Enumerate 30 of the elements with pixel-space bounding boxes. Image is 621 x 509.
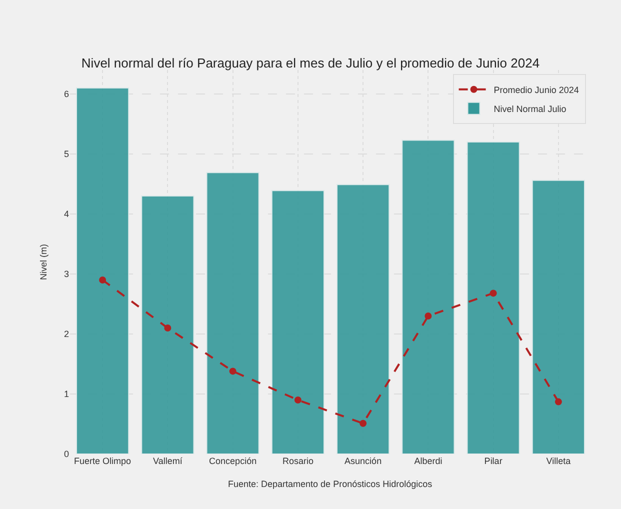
source-note: Fuente: Departamento de Pronósticos Hidrológicos: [228, 479, 433, 489]
x-tick-label: Fuerte Olimpo: [74, 456, 132, 466]
point: [294, 396, 302, 404]
bar: [336, 184, 390, 454]
y-tick-label: 2: [64, 329, 69, 340]
y-tick-label: 5: [64, 149, 69, 160]
chart-title: Nivel normal del río Paraguay para el mes de Julio y el promedio de Junio 2024: [81, 56, 540, 71]
y-tick-label: 3: [64, 269, 69, 280]
legend-label: Promedio Junio 2024: [494, 84, 579, 95]
x-tick-label: Vallemí: [153, 456, 183, 466]
point: [554, 398, 562, 406]
x-tick-label: Concepción: [209, 456, 257, 466]
point: [424, 312, 432, 320]
point: [164, 324, 172, 332]
y-tick-label: 6: [64, 89, 69, 100]
point: [99, 276, 106, 284]
y-axis-title: Nivel (m): [38, 244, 48, 280]
point: [229, 368, 236, 375]
point: [360, 420, 367, 427]
y-tick-label: 4: [64, 209, 69, 220]
x-tick-label: Rosario: [282, 456, 314, 466]
bar: [141, 196, 194, 454]
x-tick-label: Villeta: [546, 456, 571, 466]
x-tick-label: Alberdi: [414, 456, 442, 466]
x-tick-label: Pilar: [484, 456, 502, 466]
legend-label: Nivel Normal Julio: [494, 104, 566, 114]
point: [490, 290, 497, 297]
x-tick-label: Asunción: [344, 456, 382, 466]
y-tick-label: 1: [64, 389, 69, 400]
y-tick-label: 0: [64, 449, 69, 460]
